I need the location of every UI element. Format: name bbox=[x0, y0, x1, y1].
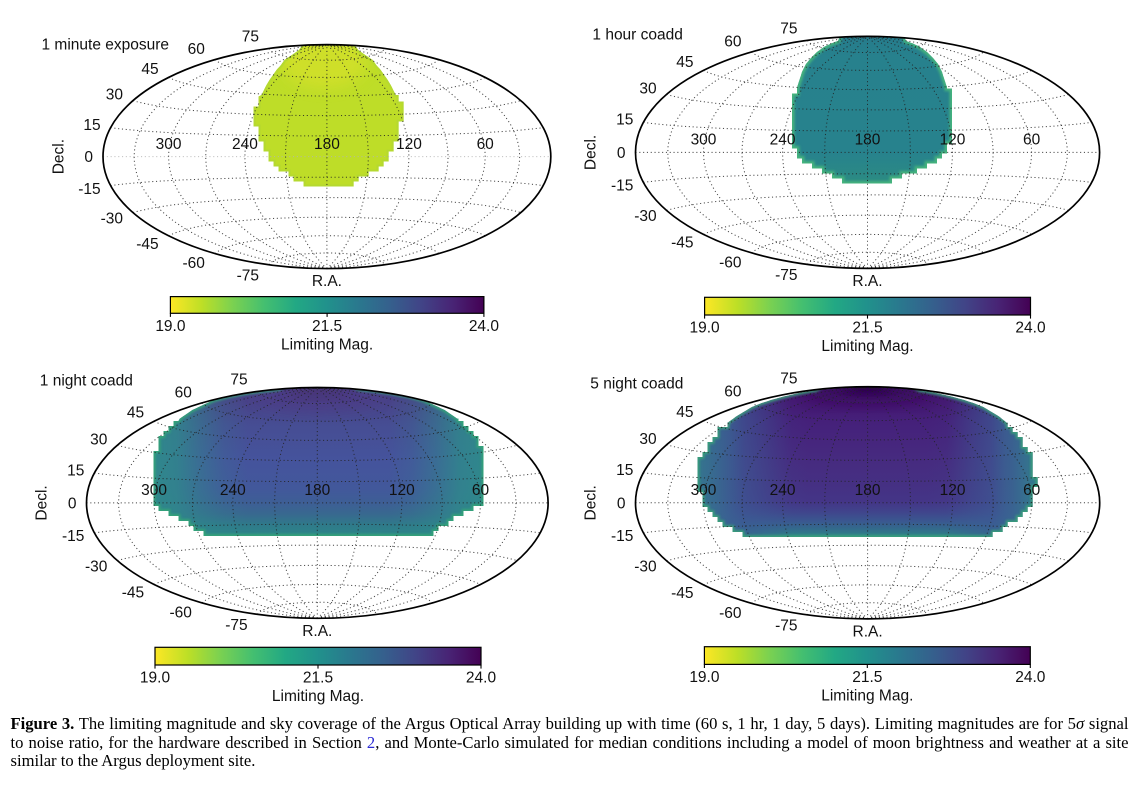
svg-text:5 night coadd: 5 night coadd bbox=[590, 376, 683, 393]
svg-text:21.5: 21.5 bbox=[312, 318, 342, 335]
svg-text:-75: -75 bbox=[775, 267, 797, 284]
svg-text:Decl.: Decl. bbox=[583, 485, 600, 520]
svg-text:75: 75 bbox=[780, 20, 797, 37]
svg-text:45: 45 bbox=[676, 404, 693, 421]
svg-text:-60: -60 bbox=[719, 255, 742, 272]
svg-text:-15: -15 bbox=[62, 528, 84, 545]
svg-text:19.0: 19.0 bbox=[155, 318, 186, 335]
svg-text:R.A.: R.A. bbox=[302, 623, 332, 640]
svg-text:24.0: 24.0 bbox=[1015, 669, 1046, 686]
svg-text:Limiting Mag.: Limiting Mag. bbox=[821, 338, 913, 355]
svg-text:-60: -60 bbox=[182, 255, 205, 272]
svg-text:120: 120 bbox=[396, 136, 422, 153]
svg-text:15: 15 bbox=[616, 462, 633, 479]
svg-text:-30: -30 bbox=[634, 559, 657, 576]
svg-text:-75: -75 bbox=[225, 617, 247, 634]
svg-text:19.0: 19.0 bbox=[140, 670, 171, 687]
svg-text:30: 30 bbox=[106, 87, 124, 104]
svg-text:-30: -30 bbox=[634, 208, 657, 225]
svg-text:60: 60 bbox=[1023, 132, 1041, 149]
svg-text:300: 300 bbox=[156, 136, 182, 153]
svg-text:0: 0 bbox=[617, 145, 626, 162]
svg-text:240: 240 bbox=[232, 136, 258, 153]
svg-text:15: 15 bbox=[67, 462, 84, 479]
svg-text:75: 75 bbox=[780, 371, 797, 388]
svg-text:19.0: 19.0 bbox=[689, 669, 720, 686]
svg-text:15: 15 bbox=[83, 117, 100, 134]
svg-text:24.0: 24.0 bbox=[466, 670, 497, 687]
svg-text:1 minute exposure: 1 minute exposure bbox=[42, 37, 170, 54]
svg-text:-45: -45 bbox=[136, 236, 158, 253]
svg-text:0: 0 bbox=[68, 496, 77, 513]
svg-text:0: 0 bbox=[84, 149, 93, 166]
svg-text:30: 30 bbox=[90, 431, 108, 448]
svg-text:180: 180 bbox=[855, 132, 881, 149]
svg-text:120: 120 bbox=[940, 482, 966, 499]
svg-text:Decl.: Decl. bbox=[50, 139, 67, 174]
svg-text:180: 180 bbox=[855, 482, 881, 499]
svg-text:Decl.: Decl. bbox=[34, 485, 51, 520]
svg-text:-60: -60 bbox=[719, 605, 742, 622]
svg-text:Decl.: Decl. bbox=[583, 135, 600, 170]
svg-text:180: 180 bbox=[304, 482, 330, 499]
svg-text:-15: -15 bbox=[78, 181, 100, 198]
svg-text:21.5: 21.5 bbox=[303, 670, 333, 687]
svg-text:R.A.: R.A. bbox=[853, 623, 883, 640]
svg-text:300: 300 bbox=[691, 132, 717, 149]
svg-text:180: 180 bbox=[314, 136, 340, 153]
svg-text:45: 45 bbox=[676, 54, 693, 71]
svg-text:240: 240 bbox=[770, 132, 796, 149]
svg-text:24.0: 24.0 bbox=[1015, 320, 1046, 337]
svg-text:Limiting Mag.: Limiting Mag. bbox=[821, 687, 913, 704]
svg-text:1 night coadd: 1 night coadd bbox=[40, 372, 133, 389]
svg-text:-60: -60 bbox=[169, 605, 192, 622]
svg-text:60: 60 bbox=[724, 33, 742, 50]
svg-text:75: 75 bbox=[242, 29, 259, 46]
svg-text:300: 300 bbox=[141, 482, 167, 499]
svg-text:19.0: 19.0 bbox=[690, 320, 721, 337]
svg-text:30: 30 bbox=[639, 431, 657, 448]
svg-text:-75: -75 bbox=[237, 268, 259, 285]
svg-text:1 hour coadd: 1 hour coadd bbox=[592, 27, 683, 44]
svg-text:-30: -30 bbox=[101, 210, 124, 227]
svg-text:0: 0 bbox=[617, 495, 626, 512]
svg-text:300: 300 bbox=[691, 482, 717, 499]
svg-text:21.5: 21.5 bbox=[852, 669, 882, 686]
svg-text:24.0: 24.0 bbox=[469, 318, 500, 335]
svg-text:75: 75 bbox=[230, 372, 247, 389]
svg-text:60: 60 bbox=[188, 41, 206, 58]
svg-text:60: 60 bbox=[477, 136, 495, 153]
svg-text:60: 60 bbox=[472, 482, 490, 499]
svg-text:-45: -45 bbox=[671, 585, 693, 602]
svg-text:60: 60 bbox=[175, 384, 193, 401]
svg-text:240: 240 bbox=[220, 482, 246, 499]
svg-text:Limiting Mag.: Limiting Mag. bbox=[272, 688, 364, 705]
svg-text:60: 60 bbox=[724, 384, 742, 401]
svg-text:-45: -45 bbox=[122, 585, 144, 602]
svg-text:R.A.: R.A. bbox=[312, 273, 342, 290]
svg-text:21.5: 21.5 bbox=[852, 320, 882, 337]
svg-text:15: 15 bbox=[616, 112, 633, 129]
svg-text:120: 120 bbox=[940, 132, 966, 149]
svg-text:60: 60 bbox=[1023, 482, 1041, 499]
svg-text:120: 120 bbox=[389, 482, 415, 499]
svg-text:-45: -45 bbox=[671, 234, 693, 251]
svg-text:30: 30 bbox=[639, 81, 657, 98]
svg-text:240: 240 bbox=[770, 482, 796, 499]
svg-text:-30: -30 bbox=[85, 559, 108, 576]
svg-text:R.A.: R.A. bbox=[852, 273, 882, 290]
svg-text:-75: -75 bbox=[775, 618, 797, 635]
svg-text:45: 45 bbox=[141, 61, 158, 78]
svg-text:45: 45 bbox=[127, 405, 144, 422]
svg-text:-15: -15 bbox=[611, 528, 633, 545]
svg-text:-15: -15 bbox=[611, 178, 633, 195]
svg-text:Limiting Mag.: Limiting Mag. bbox=[281, 336, 373, 353]
